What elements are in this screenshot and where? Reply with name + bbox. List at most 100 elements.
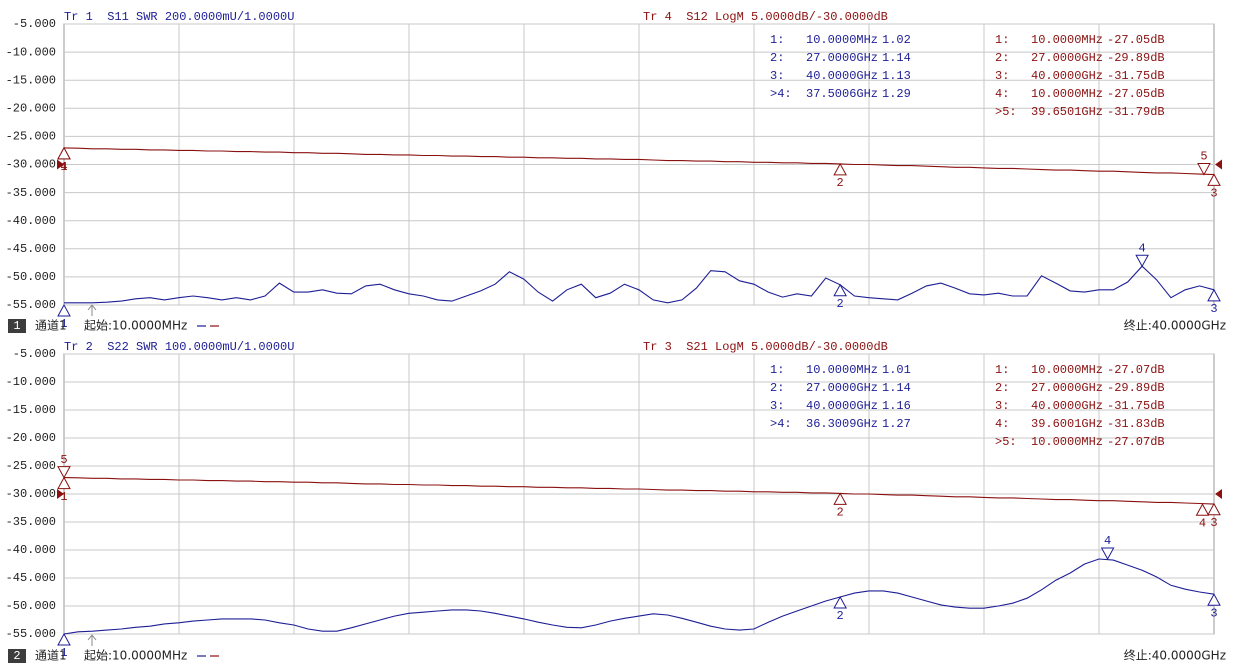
marker-readout: 1.14 — [882, 381, 911, 395]
marker-readout: >5: — [995, 435, 1017, 449]
y-tick-label: -35.000 — [6, 186, 56, 200]
marker-readout: 40.0000GHz — [806, 399, 878, 413]
marker — [1100, 547, 1115, 561]
marker-label: 5 — [1200, 150, 1207, 164]
marker-label: 2 — [837, 176, 844, 190]
start-arrow — [87, 634, 97, 646]
marker — [57, 632, 71, 646]
marker-readout: 2: — [995, 381, 1009, 395]
start-frequency: 起始:10.0000MHz — [84, 649, 187, 663]
marker-readout: -31.83dB — [1107, 417, 1165, 431]
marker-readout: 40.0000GHz — [1031, 399, 1103, 413]
y-tick-label: -30.000 — [6, 487, 56, 501]
stop-frequency: 终止:40.0000GHz — [1124, 648, 1226, 663]
marker — [1207, 288, 1221, 302]
reference-arrow — [57, 489, 64, 499]
channel-badge — [8, 319, 26, 333]
marker-readout: 39.6001GHz — [1031, 417, 1103, 431]
marker — [833, 595, 847, 609]
marker-readout: 1.13 — [882, 69, 911, 83]
channel-label: 通道1 — [35, 319, 67, 333]
marker-label: 2 — [837, 506, 844, 520]
reference-arrow — [1215, 489, 1222, 499]
marker-readout: 10.0000MHz — [806, 363, 878, 377]
marker — [1207, 502, 1221, 516]
marker-readout: -27.07dB — [1107, 435, 1165, 449]
y-tick-label: -45.000 — [6, 242, 56, 256]
marker-label: 3 — [1210, 187, 1217, 201]
trace-line — [63, 558, 1215, 635]
marker-readout: 2: — [995, 51, 1009, 65]
y-tick-label: -40.000 — [6, 543, 56, 557]
marker-readout: -31.75dB — [1107, 69, 1165, 83]
marker-readout: 10.0000MHz — [1031, 363, 1103, 377]
marker-label: 1 — [60, 317, 67, 331]
marker-readout: >4: — [770, 87, 792, 101]
start-frequency: 起始:10.0000MHz — [84, 319, 187, 333]
reference-arrow — [57, 159, 64, 170]
marker-label: 3 — [1210, 516, 1217, 530]
marker-readout: 27.0000GHz — [1031, 381, 1103, 395]
marker-readout: -27.05dB — [1107, 87, 1165, 101]
marker-readout: 1.02 — [882, 33, 911, 47]
marker-readout: 10.0000MHz — [1031, 435, 1103, 449]
marker-readout: 27.0000GHz — [806, 51, 878, 65]
marker — [57, 146, 71, 160]
marker — [57, 303, 71, 317]
marker-label: 4 — [1139, 241, 1146, 255]
marker-readout: -27.05dB — [1107, 33, 1165, 47]
marker-readout: -29.89dB — [1107, 381, 1165, 395]
y-tick-label: -15.000 — [6, 403, 56, 417]
marker-label: 1 — [60, 160, 67, 174]
marker-readout: -29.89dB — [1107, 51, 1165, 65]
y-tick-label: -25.000 — [6, 459, 56, 473]
marker-readout: 3: — [770, 69, 784, 83]
reference-arrow — [1215, 159, 1222, 170]
y-tick-label: -40.000 — [6, 214, 56, 228]
marker-readout: 1: — [770, 33, 784, 47]
marker — [833, 283, 847, 297]
marker — [1195, 503, 1210, 516]
y-tick-label: -50.000 — [6, 270, 56, 284]
marker-readout: 40.0000GHz — [806, 69, 878, 83]
marker-readout: 10.0000MHz — [806, 33, 878, 47]
marker-readout: 4: — [995, 417, 1009, 431]
stop-frequency: 终止:40.0000GHz — [1124, 318, 1226, 333]
y-tick-label: -35.000 — [6, 515, 56, 529]
marker-readout: 1.16 — [882, 399, 911, 413]
trace-header: Tr 4 S12 LogM 5.0000dB/-30.0000dB — [643, 10, 888, 24]
marker-readout: 10.0000MHz — [1031, 33, 1103, 47]
y-tick-label: -20.000 — [6, 101, 56, 115]
trace-line — [63, 477, 1215, 505]
marker-readout: 1.29 — [882, 87, 911, 101]
y-tick-label: -55.000 — [6, 298, 56, 312]
y-tick-label: -50.000 — [6, 599, 56, 613]
y-tick-label: -55.000 — [6, 627, 56, 641]
marker — [1135, 254, 1149, 268]
y-tick-label: -10.000 — [6, 375, 56, 389]
y-tick-label: -30.000 — [6, 158, 56, 172]
marker-readout: 3: — [995, 399, 1009, 413]
marker — [833, 162, 847, 176]
marker — [1197, 163, 1211, 176]
marker-readout: 1.14 — [882, 51, 911, 65]
y-tick-label: -25.000 — [6, 130, 56, 144]
channel-label: 通道1 — [35, 649, 67, 663]
marker-readout: 3: — [770, 399, 784, 413]
marker-readout: 10.0000MHz — [1031, 87, 1103, 101]
channel-number: 2 — [13, 649, 20, 663]
y-tick-label: -5.000 — [13, 17, 56, 31]
marker-readout: 27.0000GHz — [806, 381, 878, 395]
marker — [57, 466, 71, 479]
marker-readout: 4: — [995, 87, 1009, 101]
trace-line — [63, 147, 1215, 176]
marker-readout: 39.6501GHz — [1031, 105, 1103, 119]
marker-label: 4 — [1104, 534, 1111, 548]
y-tick-label: -20.000 — [6, 431, 56, 445]
marker-readout: 2: — [770, 51, 784, 65]
marker-readout: 2: — [770, 381, 784, 395]
marker-label: 1 — [60, 646, 67, 660]
marker-readout: -31.75dB — [1107, 399, 1165, 413]
